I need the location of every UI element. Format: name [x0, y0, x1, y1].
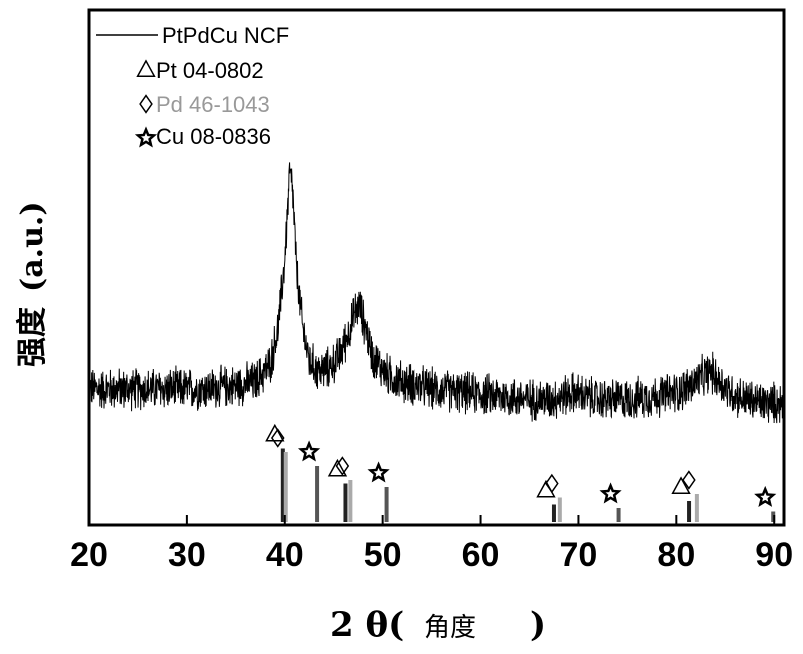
diamond-marker-icon: [336, 458, 348, 475]
x-tick-label: 20: [70, 536, 108, 574]
legend-label-pd: Pd 46-1043: [156, 92, 270, 117]
legend-label-cu: Cu 08-0836: [156, 124, 271, 149]
legend-label-ptpdcu: PtPdCu NCF: [162, 23, 289, 48]
x-tick-label: 40: [266, 536, 304, 574]
triangle-icon: [138, 61, 155, 76]
legend-diamond-icon: [140, 96, 152, 113]
legend: PtPdCu NCF Pt 04-0802 Pd 46-1043 Cu 08-0…: [96, 23, 289, 149]
x-axis-label-close: ): [530, 605, 546, 645]
diamond-icon: [140, 96, 152, 113]
x-tick-label: 80: [657, 536, 695, 574]
x-tick-label: 90: [755, 536, 793, 574]
legend-triangle-icon: [138, 61, 155, 76]
x-axis-label-cn: 角度: [424, 613, 476, 643]
star-marker-icon: [371, 465, 387, 480]
plot-frame: [89, 10, 784, 525]
plot-content: [89, 162, 784, 522]
star-marker-icon: [757, 489, 773, 504]
star-icon: [138, 130, 154, 145]
star-marker-icon: [301, 444, 317, 459]
series-line-ptpdcu: [89, 162, 784, 423]
x-axis-label-theta: 2 θ(: [330, 605, 404, 645]
x-axis-label: 2 θ( 角度 ): [330, 605, 546, 645]
y-axis-label-unit: (a.u.): [15, 201, 50, 292]
star-marker-icon: [603, 486, 619, 501]
legend-star-icon: [138, 130, 154, 145]
x-tick-label: 60: [462, 536, 500, 574]
x-tick-label: 70: [560, 536, 598, 574]
x-tick-label: 50: [364, 536, 402, 574]
y-axis-label-cn: 强度: [15, 307, 50, 367]
y-axis-label: 强度 (a.u.): [15, 201, 50, 367]
legend-label-pt: Pt 04-0802: [156, 58, 264, 83]
x-tick-label: 30: [168, 536, 206, 574]
